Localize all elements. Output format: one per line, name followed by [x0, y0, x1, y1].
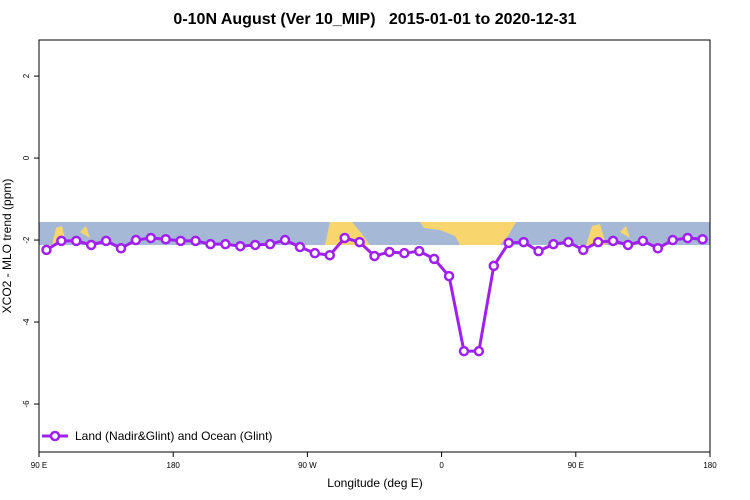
y-tick-label: 0	[22, 155, 31, 160]
data-point	[369, 250, 380, 262]
data-point	[309, 247, 321, 259]
data-point	[384, 246, 395, 258]
data-point	[249, 239, 261, 251]
data-point	[578, 244, 589, 256]
data-point	[339, 232, 350, 244]
data-point	[413, 245, 425, 257]
data-point	[160, 233, 171, 245]
x-tick-label: 180	[703, 461, 717, 470]
data-point	[637, 235, 649, 247]
legend-label: Land (Nadir&Glint) and Ocean (Glint)	[75, 429, 272, 443]
data-point	[443, 270, 455, 282]
x-tick-label: 180	[167, 461, 181, 470]
data-point	[607, 235, 619, 247]
data-point	[533, 245, 544, 257]
data-point	[622, 239, 634, 251]
data-point	[399, 247, 410, 259]
data-point	[473, 345, 485, 357]
data-point	[548, 238, 559, 250]
y-tick-label: 2	[22, 73, 31, 78]
data-point	[190, 235, 201, 247]
data-point	[518, 236, 529, 248]
data-point	[428, 253, 440, 265]
data-point	[85, 239, 97, 251]
map-strip	[39, 222, 710, 245]
y-tick-label: -2	[22, 236, 31, 244]
y-tick-label: -4	[22, 318, 31, 326]
data-point	[667, 234, 678, 246]
data-point	[697, 233, 708, 245]
data-point	[115, 243, 127, 254]
x-tick-label: 90 E	[31, 461, 47, 470]
data-point	[652, 243, 664, 254]
data-point	[100, 235, 112, 247]
x-axis-label: Longitude (deg E)	[327, 476, 422, 490]
legend: Land (Nadir&Glint) and Ocean (Glint)	[42, 429, 272, 443]
chart-title: 0-10N August (Ver 10_MIP) 2015-01-01 to …	[173, 11, 576, 28]
data-point	[264, 238, 276, 250]
plot-frame	[38, 39, 711, 453]
data-point	[235, 240, 246, 252]
data-point	[145, 232, 157, 244]
y-tick-label: -6	[22, 400, 31, 408]
data-point	[41, 244, 52, 256]
data-point	[294, 241, 306, 253]
x-tick-label: 90 E	[568, 461, 584, 470]
x-tick-label: 0	[439, 461, 444, 470]
data-point	[592, 236, 604, 248]
data-point	[71, 235, 82, 247]
data-point	[130, 234, 142, 246]
data-point	[458, 345, 470, 357]
data-point	[563, 236, 574, 248]
data-point	[354, 236, 365, 248]
data-point	[324, 249, 336, 261]
data-point	[279, 234, 291, 246]
data-point	[682, 232, 693, 244]
data-point	[175, 235, 186, 247]
x-tick-label: 90 W	[298, 461, 317, 470]
y-axis-label: XCO2 - MLO trend (ppm)	[0, 179, 14, 314]
data-point	[503, 237, 514, 249]
data-point	[205, 238, 216, 250]
data-point	[56, 235, 67, 247]
data-point	[488, 260, 500, 272]
legend-marker	[49, 430, 61, 442]
data-point	[220, 238, 231, 250]
